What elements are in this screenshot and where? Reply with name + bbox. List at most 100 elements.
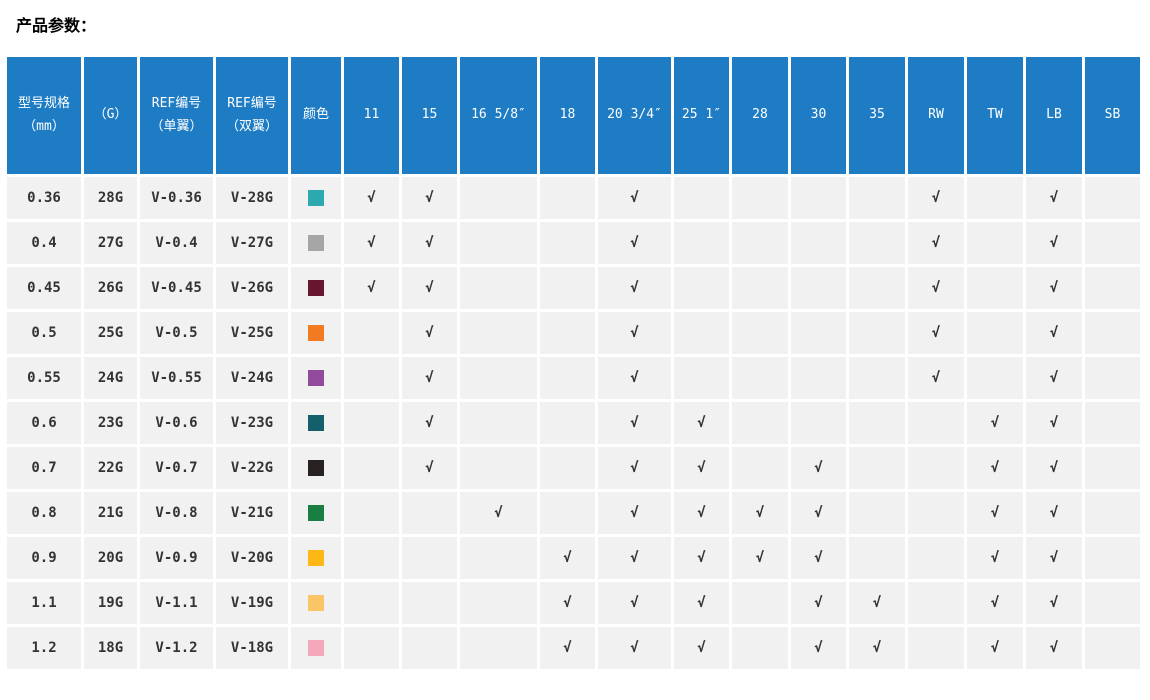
color-swatch (308, 505, 324, 521)
check-cell: √ (674, 582, 729, 624)
table-body: 0.36 28G V-0.36 V-28G √ √ √ √ √ 0.4 27G V-0.4 V-27G √… (7, 177, 1140, 669)
check-cell: √ (732, 492, 788, 534)
check-cell: √ (1026, 357, 1082, 399)
column-header: REF编号 （单翼） (140, 57, 213, 174)
check-cell: √ (791, 582, 846, 624)
check-cell (1085, 312, 1140, 354)
gauge-cell: 25G (84, 312, 137, 354)
gauge-cell: 21G (84, 492, 137, 534)
check-cell: √ (540, 627, 595, 669)
ref-single-cell: V-1.2 (140, 627, 213, 669)
check-cell (460, 627, 537, 669)
check-cell (540, 222, 595, 264)
ref-single-cell: V-0.36 (140, 177, 213, 219)
check-cell (1085, 627, 1140, 669)
check-cell (967, 357, 1023, 399)
check-cell: √ (849, 627, 905, 669)
gauge-cell: 19G (84, 582, 137, 624)
check-cell: √ (791, 627, 846, 669)
check-cell (460, 582, 537, 624)
check-cell (344, 537, 399, 579)
check-cell (1085, 357, 1140, 399)
check-cell (540, 447, 595, 489)
check-cell: √ (1026, 312, 1082, 354)
ref-single-cell: V-1.1 (140, 582, 213, 624)
check-cell (674, 177, 729, 219)
table-header-row: 型号规格 （mm） （G） REF编号 （单翼） REF编号 （双翼） 颜色 11 15 16… (7, 57, 1140, 174)
check-cell: √ (1026, 222, 1082, 264)
check-cell (908, 537, 964, 579)
check-cell (540, 492, 595, 534)
gauge-cell: 18G (84, 627, 137, 669)
check-cell: √ (1026, 537, 1082, 579)
check-cell: √ (598, 627, 671, 669)
check-cell (674, 267, 729, 309)
color-swatch-cell (291, 267, 341, 309)
check-cell (849, 177, 905, 219)
check-cell (344, 402, 399, 444)
check-cell (849, 447, 905, 489)
table-row: 1.1 19G V-1.1 V-19G √ √ √ √ √ √ √ (7, 582, 1140, 624)
color-swatch-cell (291, 222, 341, 264)
check-cell (791, 177, 846, 219)
color-swatch-cell (291, 582, 341, 624)
check-cell: √ (1026, 582, 1082, 624)
ref-double-cell: V-24G (216, 357, 288, 399)
check-cell (344, 447, 399, 489)
check-cell: √ (344, 267, 399, 309)
ref-single-cell: V-0.4 (140, 222, 213, 264)
check-cell: √ (402, 267, 457, 309)
column-header: 20 3/4″ (598, 57, 671, 174)
color-swatch (308, 235, 324, 251)
check-cell: √ (908, 177, 964, 219)
check-cell (967, 222, 1023, 264)
column-header: 35 (849, 57, 905, 174)
color-swatch-cell (291, 627, 341, 669)
gauge-cell: 22G (84, 447, 137, 489)
check-cell: √ (791, 447, 846, 489)
column-header: 28 (732, 57, 788, 174)
table-row: 0.45 26G V-0.45 V-26G √ √ √ √ √ (7, 267, 1140, 309)
check-cell (732, 267, 788, 309)
check-cell (732, 447, 788, 489)
check-cell: √ (674, 492, 729, 534)
check-cell: √ (908, 267, 964, 309)
check-cell: √ (402, 177, 457, 219)
check-cell (908, 492, 964, 534)
check-cell: √ (598, 537, 671, 579)
column-header: 型号规格 （mm） (7, 57, 81, 174)
color-swatch-cell (291, 447, 341, 489)
ref-single-cell: V-0.6 (140, 402, 213, 444)
check-cell (1085, 447, 1140, 489)
ref-double-cell: V-25G (216, 312, 288, 354)
check-cell: √ (1026, 267, 1082, 309)
check-cell (674, 222, 729, 264)
ref-double-cell: V-18G (216, 627, 288, 669)
check-cell: √ (967, 447, 1023, 489)
color-swatch (308, 460, 324, 476)
check-cell (849, 492, 905, 534)
color-swatch-cell (291, 357, 341, 399)
check-cell: √ (849, 582, 905, 624)
check-cell (849, 402, 905, 444)
check-cell: √ (598, 357, 671, 399)
table-row: 0.4 27G V-0.4 V-27G √ √ √ √ √ (7, 222, 1140, 264)
column-header: 25 1″ (674, 57, 729, 174)
check-cell (402, 492, 457, 534)
check-cell: √ (344, 177, 399, 219)
column-header: REF编号 （双翼） (216, 57, 288, 174)
column-header: 18 (540, 57, 595, 174)
column-header: 30 (791, 57, 846, 174)
color-swatch (308, 640, 324, 656)
check-cell: √ (967, 402, 1023, 444)
check-cell (460, 222, 537, 264)
check-cell (344, 357, 399, 399)
column-header: 15 (402, 57, 457, 174)
check-cell: √ (674, 627, 729, 669)
check-cell (849, 267, 905, 309)
check-cell (540, 357, 595, 399)
check-cell: √ (402, 222, 457, 264)
check-cell: √ (344, 222, 399, 264)
check-cell: √ (402, 357, 457, 399)
gauge-cell: 28G (84, 177, 137, 219)
